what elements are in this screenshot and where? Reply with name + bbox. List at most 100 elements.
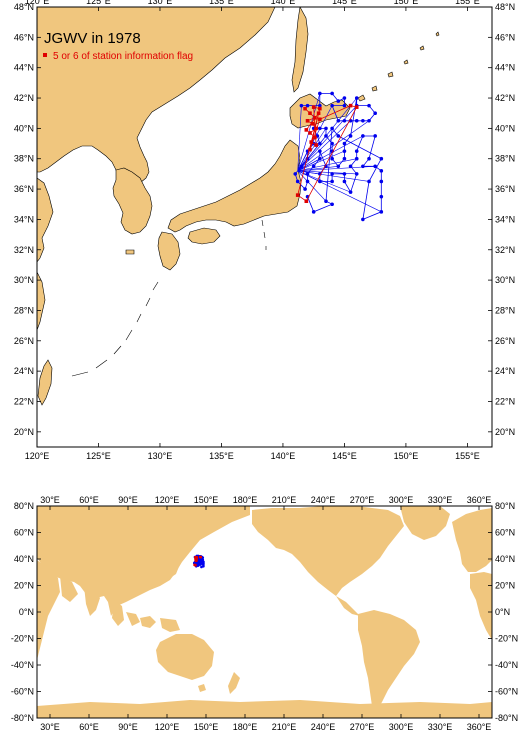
station-point <box>367 103 371 108</box>
regional-ytick-label-right: 28°N <box>495 305 515 315</box>
station-point <box>318 141 322 146</box>
regional-frame <box>36 6 493 448</box>
global-xtick-label-top: 30°E <box>40 495 60 505</box>
southeast-asia <box>112 600 180 632</box>
flagged-station-point <box>305 118 310 123</box>
regional-ytick-label-left: 44°N <box>14 63 34 73</box>
regional-xtick-label-bottom: 120°E <box>25 451 50 461</box>
ryukyu-islands <box>71 281 159 377</box>
global-ytick-label-left: 80°N <box>14 501 34 511</box>
global-ytick-label-right: 0°N <box>495 607 510 617</box>
global-ytick-label-right: -60°N <box>495 687 518 697</box>
korea <box>112 167 153 235</box>
honshu <box>167 139 302 233</box>
global-ytick-label-right: -40°N <box>495 660 518 670</box>
regional-ytick-label-right: 38°N <box>495 154 515 164</box>
station-point <box>318 156 322 161</box>
global-ytick-label-right: 80°N <box>495 501 515 511</box>
regional-xtick-label-top: 130°E <box>148 0 173 6</box>
regional-xtick-label-bottom: 145°E <box>332 451 357 461</box>
global-station-point <box>200 565 203 569</box>
station-point <box>348 134 353 138</box>
station-point <box>367 156 371 161</box>
antarctica <box>37 700 492 718</box>
station-point <box>303 187 307 191</box>
station-point <box>342 103 347 108</box>
station-point <box>318 179 322 184</box>
global-station-point <box>202 564 205 568</box>
station-track-segment <box>297 158 320 172</box>
station-point <box>299 103 304 108</box>
regional-xtick-label-top: 135°E <box>209 0 234 6</box>
global-xtick-label-bottom: 150°E <box>194 722 219 732</box>
flagged-station-point <box>314 143 318 147</box>
station-point <box>324 134 328 138</box>
global-xtick-label-bottom: 300°E <box>389 722 414 732</box>
station-point <box>330 156 334 161</box>
south-america <box>358 610 420 712</box>
global-flagged-point <box>194 557 197 561</box>
regional-ytick-label-right: 46°N <box>495 32 515 42</box>
station-track-segment <box>297 105 302 171</box>
regional-xtick-label-top: 145°E <box>332 0 357 6</box>
regional-ytick-label-left: 40°N <box>14 123 34 133</box>
regional-ytick-label-right: 48°N <box>495 2 515 12</box>
global-xtick-label-top: 150°E <box>194 495 219 505</box>
global-ytick-label-right: -20°N <box>495 634 518 644</box>
regional-ytick-label-right: 32°N <box>495 245 515 255</box>
global-station-point <box>201 558 205 561</box>
kuril-islands <box>357 31 440 102</box>
flagged-station-point <box>318 106 322 111</box>
flagged-station-point <box>309 140 314 144</box>
global-xtick-label-bottom: 270°E <box>350 722 375 732</box>
global-station-point <box>198 563 202 566</box>
global-flagged-point <box>195 556 198 559</box>
station-track-segment <box>297 170 370 182</box>
station-track-segment <box>297 120 370 172</box>
regional-ytick-label-right: 36°N <box>495 184 515 194</box>
station-point <box>305 172 310 176</box>
flagged-station-point <box>354 105 359 109</box>
station-point <box>379 169 384 173</box>
flagged-station-point <box>313 135 317 140</box>
global-xtick-label-bottom: 180°E <box>233 722 258 732</box>
station-point <box>305 179 310 184</box>
station-point <box>373 111 377 116</box>
station-track-segment <box>297 170 382 213</box>
flagged-station-point <box>348 103 353 108</box>
global-xtick-label-bottom: 360°E <box>467 722 492 732</box>
map-title: JGWV in 1978 <box>44 30 141 47</box>
global-station-points <box>193 554 205 569</box>
regional-xtick-label-bottom: 150°E <box>394 451 419 461</box>
global-ytick-label-right: 20°N <box>495 581 515 591</box>
station-point <box>330 172 334 176</box>
global-flagged-point <box>199 555 202 559</box>
station-point <box>324 126 328 131</box>
izu-islands <box>261 219 267 250</box>
new-zealand <box>228 672 240 694</box>
station-point <box>354 172 359 176</box>
regional-station-points <box>293 91 384 222</box>
regional-axis-ticks: 120°E 120°E 125°E 125°E 130°E 130°E 135°E 135°E… <box>14 0 515 461</box>
station-point <box>324 199 328 204</box>
station-track-segment <box>297 128 327 172</box>
station-point <box>379 179 384 184</box>
global-ytick-label-left: 60°N <box>14 528 34 538</box>
flagged-station-point <box>316 111 321 116</box>
station-point <box>348 190 353 194</box>
flagged-station-point <box>313 115 317 120</box>
flagged-station-point <box>308 147 312 152</box>
station-point <box>330 126 334 131</box>
flagged-station-point <box>295 193 300 197</box>
station-point <box>293 172 298 176</box>
station-point <box>318 91 322 96</box>
greenland <box>400 506 450 540</box>
global-ytick-label-right: -80°N <box>495 713 518 723</box>
station-point <box>330 91 334 96</box>
europe-right <box>452 508 492 572</box>
legend-label: 5 or 6 of station information flag <box>53 51 193 62</box>
station-point <box>336 134 341 138</box>
flagged-station-point <box>318 117 322 122</box>
regional-ytick-label-right: 42°N <box>495 93 515 103</box>
global-xtick-label-bottom: 330°E <box>428 722 453 732</box>
